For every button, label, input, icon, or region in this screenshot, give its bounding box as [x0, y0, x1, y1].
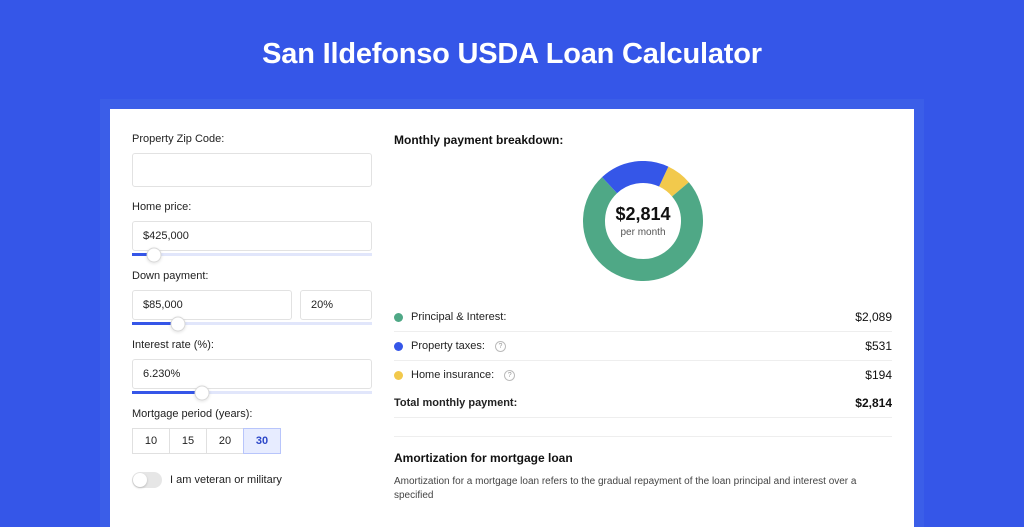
rate-input[interactable]: [132, 359, 372, 389]
page-header: San Ildefonso USDA Loan Calculator: [0, 0, 1024, 99]
calculator-card: Property Zip Code: Home price: Down paym…: [110, 109, 914, 527]
down-payment-input[interactable]: [132, 290, 292, 320]
donut-slice: [610, 172, 664, 185]
slider-thumb[interactable]: [146, 247, 161, 262]
rate-slider[interactable]: [132, 391, 372, 394]
breakdown-value: $531: [865, 339, 892, 353]
breakdown-total-row: Total monthly payment: $2,814: [394, 389, 892, 418]
inputs-column: Property Zip Code: Home price: Down paym…: [132, 133, 372, 503]
info-icon[interactable]: ?: [495, 341, 506, 352]
breakdown-value: $2,089: [855, 310, 892, 324]
zip-field: Property Zip Code:: [132, 133, 372, 187]
zip-input[interactable]: [132, 153, 372, 187]
slider-thumb[interactable]: [194, 385, 209, 400]
breakdown-column: Monthly payment breakdown: $2,814 per mo…: [394, 133, 892, 503]
breakdown-label: Home insurance:: [411, 369, 494, 381]
legend-dot: [394, 371, 403, 380]
donut-amount: $2,814: [615, 204, 670, 225]
donut-center: $2,814 per month: [615, 204, 670, 238]
period-button-15[interactable]: 15: [169, 428, 207, 454]
toggle-knob: [133, 473, 147, 487]
period-label: Mortgage period (years):: [132, 408, 372, 420]
donut-chart: $2,814 per month: [394, 161, 892, 281]
down-payment-label: Down payment:: [132, 270, 372, 282]
breakdown-value: $194: [865, 368, 892, 382]
breakdown-row: Home insurance:? $194: [394, 361, 892, 389]
home-price-input[interactable]: [132, 221, 372, 251]
period-field: Mortgage period (years): 10152030: [132, 408, 372, 454]
rate-label: Interest rate (%):: [132, 339, 372, 351]
home-price-label: Home price:: [132, 201, 372, 213]
period-button-10[interactable]: 10: [132, 428, 170, 454]
total-value: $2,814: [855, 396, 892, 410]
down-payment-field: Down payment:: [132, 270, 372, 325]
legend-dot: [394, 342, 403, 351]
donut-slice: [664, 177, 681, 190]
breakdown-row: Property taxes:? $531: [394, 332, 892, 361]
page-title: San Ildefonso USDA Loan Calculator: [0, 38, 1024, 71]
period-button-30[interactable]: 30: [243, 428, 281, 454]
calculator-wrap: Property Zip Code: Home price: Down paym…: [100, 99, 924, 527]
down-payment-pct-input[interactable]: [300, 290, 372, 320]
home-price-slider[interactable]: [132, 253, 372, 256]
breakdown-label: Property taxes:: [411, 340, 485, 352]
amortization-section: Amortization for mortgage loan Amortizat…: [394, 436, 892, 503]
rate-field: Interest rate (%):: [132, 339, 372, 394]
total-label: Total monthly payment:: [394, 397, 517, 409]
legend-dot: [394, 313, 403, 322]
amortization-body: Amortization for a mortgage loan refers …: [394, 475, 892, 503]
info-icon[interactable]: ?: [504, 370, 515, 381]
home-price-field: Home price:: [132, 201, 372, 256]
zip-label: Property Zip Code:: [132, 133, 372, 145]
breakdown-title: Monthly payment breakdown:: [394, 133, 892, 147]
veteran-label: I am veteran or military: [170, 474, 282, 486]
period-button-20[interactable]: 20: [206, 428, 244, 454]
amortization-title: Amortization for mortgage loan: [394, 451, 892, 465]
donut-sublabel: per month: [615, 227, 670, 238]
down-payment-slider[interactable]: [132, 322, 372, 325]
breakdown-label: Principal & Interest:: [411, 311, 506, 323]
veteran-row: I am veteran or military: [132, 472, 372, 488]
slider-thumb[interactable]: [170, 316, 185, 331]
veteran-toggle[interactable]: [132, 472, 162, 488]
breakdown-row: Principal & Interest: $2,089: [394, 303, 892, 332]
